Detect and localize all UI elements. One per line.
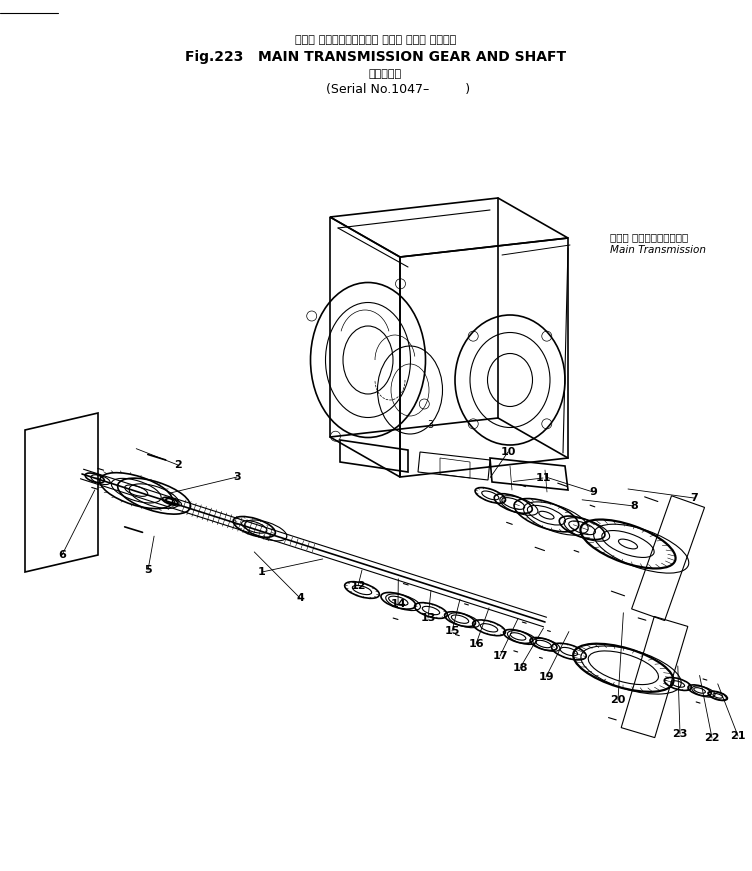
Text: 21: 21: [730, 731, 746, 741]
Text: 4: 4: [296, 593, 304, 603]
Text: 3: 3: [233, 472, 241, 482]
Text: 3: 3: [427, 420, 433, 430]
Text: Main Transmission: Main Transmission: [610, 245, 706, 255]
Text: 15: 15: [444, 626, 459, 636]
Text: 5: 5: [144, 565, 152, 575]
Text: 20: 20: [611, 695, 626, 705]
Text: 13: 13: [420, 613, 435, 623]
Text: 11: 11: [535, 473, 550, 483]
Text: メイン トランスミッション ギヤー および シャフト: メイン トランスミッション ギヤー および シャフト: [296, 35, 456, 45]
Text: 9: 9: [589, 487, 597, 497]
Text: 7: 7: [690, 493, 698, 503]
Text: 2: 2: [174, 460, 182, 470]
Text: （適用底機: （適用底機: [368, 69, 402, 79]
Text: 14: 14: [390, 599, 406, 609]
Text: 10: 10: [500, 447, 516, 457]
Text: 12: 12: [350, 581, 365, 591]
Text: 17: 17: [493, 651, 508, 661]
Text: 8: 8: [630, 501, 638, 511]
Text: 22: 22: [705, 733, 720, 743]
Text: 6: 6: [58, 550, 66, 560]
Text: 16: 16: [468, 639, 484, 649]
Text: 18: 18: [512, 663, 528, 673]
Text: 23: 23: [672, 729, 687, 739]
Text: 19: 19: [538, 672, 553, 682]
Text: 1: 1: [258, 567, 266, 577]
Text: メイン トランスミッション: メイン トランスミッション: [610, 232, 688, 242]
Text: Fig.223   MAIN TRANSMISSION GEAR AND SHAFT: Fig.223 MAIN TRANSMISSION GEAR AND SHAFT: [186, 50, 566, 64]
Text: (Serial No.1047–         ): (Serial No.1047– ): [326, 83, 470, 96]
